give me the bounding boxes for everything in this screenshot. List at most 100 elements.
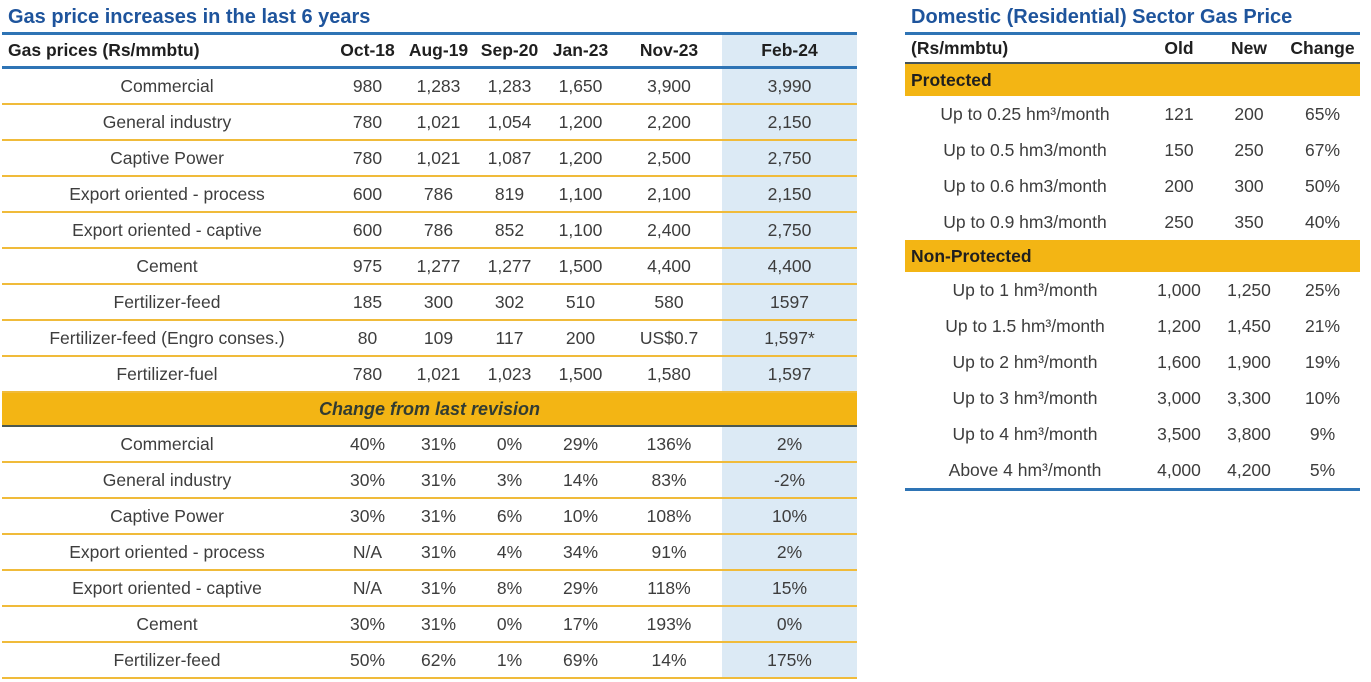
table-row: Up to 2 hm³/month 1,600 1,900 19% <box>905 344 1360 380</box>
row-label: Cement <box>2 606 332 643</box>
cell-value: 786 <box>403 212 474 249</box>
cell-value: 29% <box>545 426 616 463</box>
cell-value: 118% <box>616 570 722 607</box>
column-header: Sep-20 <box>474 35 545 69</box>
table-row: Cement 975 1,277 1,277 1,500 4,400 4,400 <box>2 248 857 285</box>
row-label: Up to 4 hm³/month <box>952 423 1098 444</box>
cell-value: 10% <box>722 498 857 535</box>
cell-value: 300 <box>403 284 474 321</box>
cell-value: 1,200 <box>545 140 616 177</box>
cell-value: 1,600 <box>1157 351 1201 372</box>
cell-value: 3% <box>474 462 545 499</box>
row-label: Export oriented - captive <box>2 212 332 249</box>
cell-value: 780 <box>332 356 403 393</box>
cell-value: 1,250 <box>1227 279 1271 300</box>
gas-price-increase-table: Gas price increases in the last 6 years … <box>2 0 857 679</box>
column-header: Change <box>1285 35 1360 64</box>
gas-price-grid: Gas prices (Rs/mmbtu) Oct-18 Aug-19 Sep-… <box>2 35 857 679</box>
section-banner: Protected <box>905 63 1360 96</box>
section-banner: Non-Protected <box>905 240 1360 272</box>
cell-value: 8% <box>474 570 545 607</box>
non-protected-banner-body: Non-Protected <box>905 240 1360 272</box>
cell-value: 31% <box>403 606 474 643</box>
cell-value: 200 <box>1234 103 1264 124</box>
cell-value: 1,200 <box>545 104 616 141</box>
cell-value: 2% <box>722 426 857 463</box>
cell-value: 193% <box>616 606 722 643</box>
cell-value: 1,200 <box>1157 315 1201 336</box>
row-label: Fertilizer-feed <box>2 284 332 321</box>
table-row: Export oriented - process 600 786 819 1,100 2… <box>2 176 857 213</box>
cell-value: 1,597* <box>722 320 857 357</box>
cell-value: 1,277 <box>474 248 545 285</box>
protected-banner-body: Protected <box>905 63 1360 96</box>
cell-value: 4,000 <box>1157 459 1201 480</box>
table-row: Export oriented - process N/A 31% 4% 34% 91% 2… <box>2 534 857 571</box>
row-label: Captive Power <box>2 140 332 177</box>
row-label: Up to 0.6 hm3/month <box>943 175 1107 196</box>
cell-value: 200 <box>1164 175 1194 196</box>
table-row: Commercial 980 1,283 1,283 1,650 3,900 3,990 <box>2 67 857 105</box>
cell-value: 67% <box>1304 139 1341 160</box>
column-header: Old <box>1145 35 1213 64</box>
cell-value: 2,750 <box>722 212 857 249</box>
row-label: Above 4 hm³/month <box>948 459 1102 480</box>
cell-value: 83% <box>616 462 722 499</box>
cell-value: 1,100 <box>545 176 616 213</box>
cell-value: 1,277 <box>403 248 474 285</box>
cell-value: 1,283 <box>403 67 474 105</box>
table-row: Up to 0.5 hm3/month 150 250 67% <box>905 132 1360 168</box>
cell-value: 1,283 <box>474 67 545 105</box>
table-row: Commercial 40% 31% 0% 29% 136% 2% <box>2 426 857 463</box>
column-header: (Rs/mmbtu) <box>905 35 1145 64</box>
cell-value: 14% <box>616 642 722 679</box>
cell-value: 2,150 <box>722 104 857 141</box>
column-header: Gas prices (Rs/mmbtu) <box>2 35 332 69</box>
cell-value: 31% <box>403 534 474 571</box>
cell-value: 3,900 <box>616 67 722 105</box>
column-header: New <box>1213 35 1285 64</box>
table-row: Captive Power 30% 31% 6% 10% 108% 10% <box>2 498 857 535</box>
cell-value: 4,400 <box>616 248 722 285</box>
cell-value: 1,500 <box>545 356 616 393</box>
cell-value: 50% <box>332 642 403 679</box>
cell-value: 200 <box>545 320 616 357</box>
cell-value: 1,580 <box>616 356 722 393</box>
section-banner: Change from last revision <box>2 391 857 427</box>
cell-value: 31% <box>403 426 474 463</box>
cell-value: 14% <box>545 462 616 499</box>
column-header: Feb-24 <box>722 35 857 69</box>
cell-value: 1,650 <box>545 67 616 105</box>
cell-value: 40% <box>1304 211 1341 232</box>
row-label: Commercial <box>2 426 332 463</box>
cell-value: 31% <box>403 462 474 499</box>
cell-value: 1,087 <box>474 140 545 177</box>
row-label: Up to 1.5 hm³/month <box>945 315 1105 336</box>
cell-value: 3,000 <box>1157 387 1201 408</box>
table-row: Up to 0.9 hm3/month 250 350 40% <box>905 204 1360 240</box>
cell-value: 2,150 <box>722 176 857 213</box>
cell-value: 1% <box>474 642 545 679</box>
cell-value: 2,400 <box>616 212 722 249</box>
cell-value: 50% <box>1304 175 1341 196</box>
cell-value: 510 <box>545 284 616 321</box>
cell-value: 250 <box>1234 139 1264 160</box>
cell-value: 91% <box>616 534 722 571</box>
table-row: Up to 0.6 hm3/month 200 300 50% <box>905 168 1360 204</box>
table-row: Up to 1.5 hm³/month 1,200 1,450 21% <box>905 308 1360 344</box>
cell-value: 786 <box>403 176 474 213</box>
domestic-gas-price-table: Domestic (Residential) Sector Gas Price … <box>905 0 1360 491</box>
cell-value: 31% <box>403 570 474 607</box>
table-row: Up to 1 hm³/month 1,000 1,250 25% <box>905 272 1360 308</box>
cell-value: 62% <box>403 642 474 679</box>
cell-value: 300 <box>1234 175 1264 196</box>
row-label: Up to 3 hm³/month <box>952 387 1098 408</box>
cell-value: 980 <box>332 67 403 105</box>
table-row: Fertilizer-feed 50% 62% 1% 69% 14% 175% <box>2 642 857 679</box>
row-label: Up to 0.25 hm³/month <box>940 103 1110 124</box>
cell-value: 852 <box>474 212 545 249</box>
cell-value: 108% <box>616 498 722 535</box>
row-label: General industry <box>2 104 332 141</box>
domestic-gas-grid: (Rs/mmbtu) Old New Change Protected Up t… <box>905 35 1360 491</box>
cell-value: 19% <box>1304 351 1341 372</box>
